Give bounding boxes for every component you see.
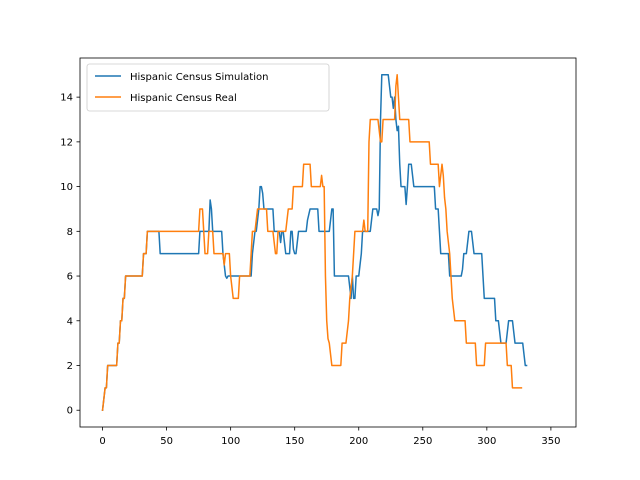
y-tick-label: 12 xyxy=(60,137,73,148)
x-tick-label: 350 xyxy=(541,436,560,447)
x-tick-label: 150 xyxy=(285,436,304,447)
y-tick-label: 0 xyxy=(67,406,73,417)
legend: Hispanic Census Simulation Hispanic Censu… xyxy=(86,63,330,112)
x-tick-label: 0 xyxy=(99,436,105,447)
series-line-0 xyxy=(101,74,528,412)
y-tick-label: 10 xyxy=(60,182,73,193)
x-tick-label: 50 xyxy=(160,436,173,447)
x-tick-label: 100 xyxy=(221,436,240,447)
y-tick-label: 4 xyxy=(67,316,73,327)
legend-box xyxy=(86,63,330,112)
axes: 0 50 100 150 200 250 300 350 0 2 4 6 8 10 12 14 xyxy=(60,57,577,447)
legend-label-1: Hispanic Census Real xyxy=(130,93,237,104)
y-tick-label: 6 xyxy=(67,272,73,283)
y-tick-label: 8 xyxy=(67,227,73,238)
plot-content xyxy=(101,74,528,412)
x-tick-label: 200 xyxy=(349,436,368,447)
axes-frame xyxy=(79,57,577,428)
y-tick-label: 2 xyxy=(67,361,73,372)
y-tick-label: 14 xyxy=(60,93,73,104)
series-line-1 xyxy=(101,74,523,412)
x-tick-label: 250 xyxy=(413,436,432,447)
legend-label-0: Hispanic Census Simulation xyxy=(130,72,268,83)
x-tick-label: 300 xyxy=(477,436,496,447)
